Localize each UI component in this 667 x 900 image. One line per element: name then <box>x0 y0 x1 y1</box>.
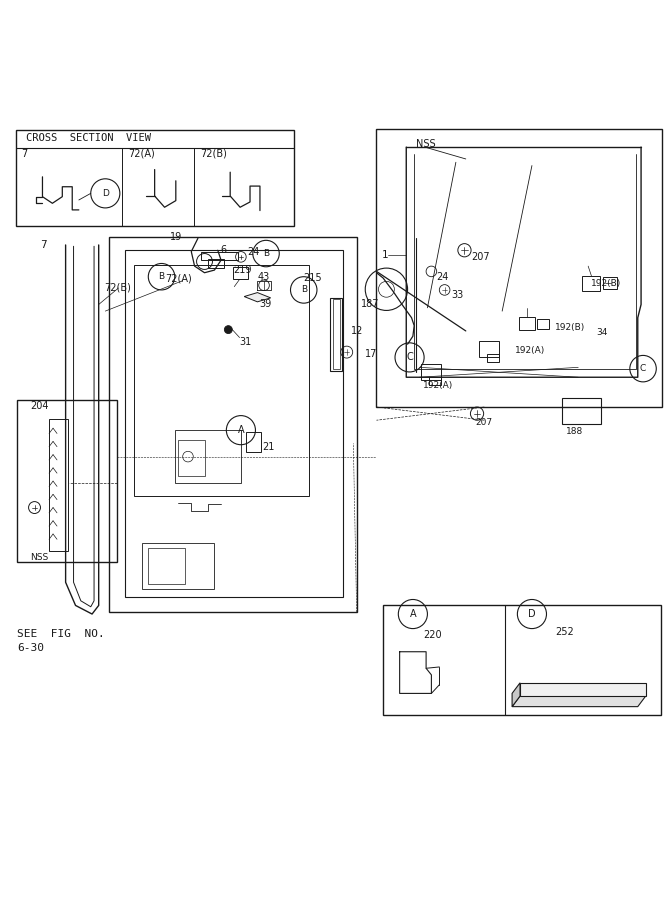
Bar <box>208 259 224 268</box>
Text: 192(B): 192(B) <box>591 279 621 288</box>
Bar <box>603 277 617 289</box>
Text: 72(B): 72(B) <box>104 283 131 293</box>
Bar <box>430 377 442 385</box>
Bar <box>125 249 344 597</box>
Text: 31: 31 <box>239 337 251 347</box>
Bar <box>141 543 214 589</box>
Text: 207: 207 <box>471 252 490 262</box>
Text: 6-30: 6-30 <box>17 644 44 653</box>
Bar <box>330 298 342 371</box>
Text: 39: 39 <box>259 300 271 310</box>
Text: 12: 12 <box>352 326 364 336</box>
Text: B: B <box>159 272 165 281</box>
Bar <box>519 317 535 330</box>
Bar <box>49 418 67 551</box>
Text: 34: 34 <box>596 328 608 337</box>
Text: 207: 207 <box>476 418 493 427</box>
Text: 219: 219 <box>233 266 252 275</box>
Bar <box>422 364 442 380</box>
Text: A: A <box>237 425 244 436</box>
Text: C: C <box>406 353 413 363</box>
Bar <box>479 341 499 356</box>
Bar <box>109 237 357 612</box>
Text: 72(A): 72(A) <box>165 273 191 283</box>
Bar <box>562 399 602 424</box>
Bar <box>487 354 499 362</box>
Bar <box>178 440 205 476</box>
Text: B: B <box>301 285 307 294</box>
Text: NSS: NSS <box>416 140 436 149</box>
Text: 187: 187 <box>361 300 379 310</box>
Text: 21: 21 <box>263 442 275 452</box>
Text: CROSS  SECTION  VIEW: CROSS SECTION VIEW <box>26 133 151 143</box>
Text: 252: 252 <box>556 627 574 637</box>
Text: 72(B): 72(B) <box>200 148 227 158</box>
Text: 6: 6 <box>221 245 227 256</box>
Circle shape <box>224 326 232 334</box>
Text: D: D <box>528 609 536 619</box>
Bar <box>16 130 293 227</box>
Text: 192(A): 192(A) <box>516 346 546 356</box>
Bar <box>201 252 237 260</box>
Text: 7: 7 <box>21 148 27 158</box>
Text: 1: 1 <box>382 250 388 260</box>
Text: SEE  FIG  NO.: SEE FIG NO. <box>17 629 105 639</box>
Bar <box>537 319 549 329</box>
Bar <box>383 606 661 715</box>
Text: B: B <box>263 249 269 258</box>
Bar <box>134 265 309 496</box>
Text: 24: 24 <box>436 272 448 282</box>
Text: 215: 215 <box>303 273 321 283</box>
Text: 72(A): 72(A) <box>128 148 155 158</box>
Bar <box>175 430 241 483</box>
Text: 19: 19 <box>170 232 182 242</box>
Text: 33: 33 <box>452 290 464 300</box>
Bar <box>17 400 117 562</box>
Text: 24: 24 <box>247 247 260 256</box>
Text: C: C <box>640 364 646 373</box>
Bar <box>246 432 261 452</box>
Bar <box>334 299 340 369</box>
Text: A: A <box>410 609 416 619</box>
Polygon shape <box>244 292 271 302</box>
Text: 17: 17 <box>366 349 378 359</box>
Text: 220: 220 <box>423 630 442 640</box>
Polygon shape <box>512 683 520 706</box>
Text: 204: 204 <box>31 400 49 410</box>
Bar <box>148 548 185 583</box>
Bar <box>376 130 662 407</box>
Text: 43: 43 <box>257 272 269 282</box>
Bar <box>582 276 600 291</box>
Polygon shape <box>512 696 646 706</box>
Text: 192(A): 192(A) <box>423 381 453 390</box>
Text: 188: 188 <box>566 427 584 436</box>
Text: D: D <box>102 189 109 198</box>
Polygon shape <box>520 683 646 696</box>
Text: NSS: NSS <box>31 554 49 562</box>
Bar <box>233 267 247 279</box>
Text: 192(B): 192(B) <box>555 323 586 332</box>
Text: 7: 7 <box>41 240 47 250</box>
